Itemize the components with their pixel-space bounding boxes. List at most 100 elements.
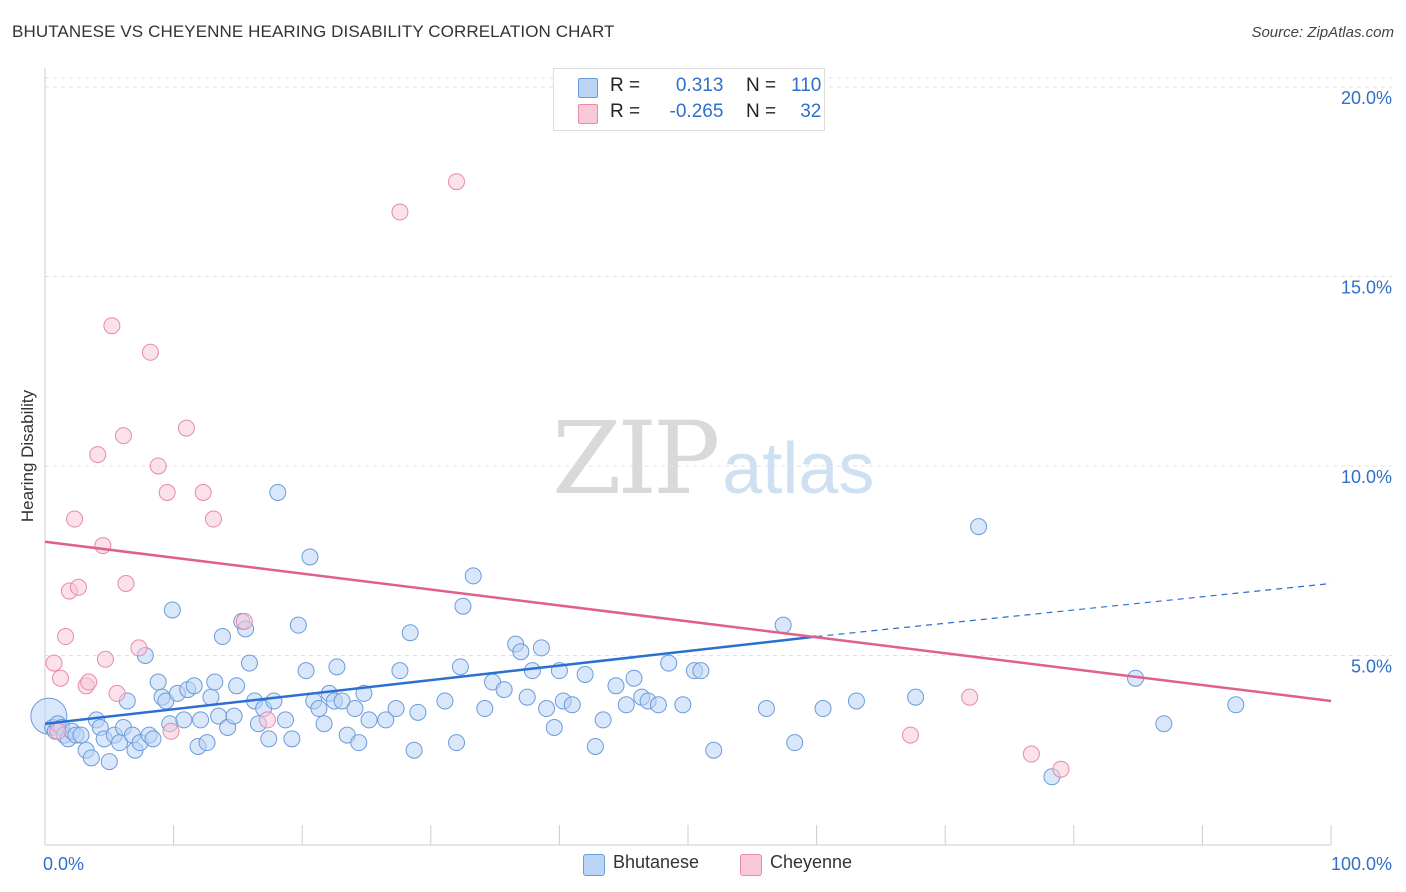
- y-tick-label: 15.0%: [1341, 277, 1392, 297]
- legend-swatch-cheyenne: [578, 104, 598, 124]
- bhutanese-point: [495, 681, 513, 699]
- cheyenne-point: [1052, 760, 1070, 778]
- bhutanese-point: [476, 700, 494, 718]
- series-label-bhutanese: Bhutanese: [613, 852, 700, 872]
- bhutanese-point: [350, 734, 368, 752]
- bhutanese-point: [625, 669, 643, 687]
- bhutanese-point: [532, 639, 550, 657]
- bhutanese-point: [185, 677, 203, 695]
- legend-r-value: 0.313: [675, 75, 724, 96]
- bhutanese-point: [1155, 715, 1173, 733]
- bhutanese-point: [149, 673, 167, 691]
- cheyenne-point: [66, 510, 84, 528]
- cheyenne-point: [258, 711, 276, 729]
- cheyenne-point: [89, 446, 107, 464]
- bhutanese-point: [617, 696, 635, 714]
- bhutanese-point: [276, 711, 294, 729]
- x-tick-label: 100.0%: [1331, 854, 1392, 874]
- cheyenne-point: [130, 639, 148, 657]
- cheyenne-point: [448, 173, 466, 191]
- cheyenne-point: [204, 510, 222, 528]
- y-tick-label: 5.0%: [1351, 656, 1392, 676]
- cheyenne-point: [57, 628, 75, 646]
- bhutanese-point: [518, 688, 536, 706]
- bhutanese-point: [401, 624, 419, 642]
- series-swatch-cheyenne: [740, 854, 762, 876]
- axis-layer: [44, 68, 1332, 846]
- cheyenne-point: [96, 650, 114, 668]
- watermark-zip: ZIP: [552, 400, 720, 517]
- cheyenne-point: [114, 427, 132, 445]
- bhutanese-point: [289, 616, 307, 634]
- legend-r-label: R =: [610, 101, 641, 122]
- cheyenne-point: [108, 684, 126, 702]
- bhutanese-point: [464, 567, 482, 585]
- legend-r-value: -0.265: [669, 101, 724, 122]
- cheyenne-point: [51, 669, 69, 687]
- bhutanese-point: [660, 654, 678, 672]
- bhutanese-point: [260, 730, 278, 748]
- legend-swatch-bhutanese: [578, 78, 598, 98]
- cheyenne-point: [177, 419, 195, 437]
- bhutanese-point: [454, 597, 472, 615]
- cheyenne-point: [162, 722, 180, 740]
- bhutanese-point: [333, 692, 351, 710]
- bhutanese-point: [310, 700, 328, 718]
- legend-n-value: 32: [800, 101, 822, 122]
- y-tick-label: 10.0%: [1341, 467, 1392, 487]
- watermark: ZIPatlas: [552, 400, 874, 517]
- bhutanese-point: [674, 696, 692, 714]
- bhutanese-point: [144, 730, 162, 748]
- bhutanese-point: [448, 734, 466, 752]
- bhutanese-point: [206, 673, 224, 691]
- cheyenne-point: [103, 317, 121, 335]
- bhutanese-point: [213, 628, 231, 646]
- bhutanese-point: [269, 484, 287, 502]
- bhutanese-point: [265, 692, 283, 710]
- cheyenne-point: [45, 654, 63, 672]
- bhutanese-point: [649, 696, 667, 714]
- bhutanese-point: [1227, 696, 1245, 714]
- legend-n-label: N =: [745, 75, 777, 96]
- bhutanese-point: [72, 726, 90, 744]
- bhutanese-point: [377, 711, 395, 729]
- bhutanese-trend-line: [44, 635, 817, 725]
- bhutanese-point: [545, 719, 563, 737]
- cheyenne-point: [1022, 745, 1040, 763]
- bhutanese-point: [576, 665, 594, 683]
- cheyenne-point: [961, 688, 979, 706]
- bhutanese-point: [814, 700, 832, 718]
- y-tick-label: 20.0%: [1341, 88, 1392, 108]
- points-layer: [30, 173, 1245, 786]
- bhutanese-point: [283, 730, 301, 748]
- bhutanese-point: [970, 518, 988, 536]
- bhutanese-point: [240, 654, 258, 672]
- source-credit: Source: ZipAtlas.com: [1251, 24, 1394, 41]
- bhutanese-point: [523, 662, 541, 680]
- cheyenne-point: [80, 673, 98, 691]
- grid-layer: [45, 77, 1392, 656]
- bhutanese-point: [225, 707, 243, 725]
- legend-r-label: R =: [610, 75, 641, 96]
- correlation-legend: R = 0.313 N = 110 R = -0.265 N = 32: [553, 68, 825, 131]
- bhutanese-point: [705, 741, 723, 759]
- legend-n-value: 110: [791, 75, 822, 96]
- cheyenne-point: [158, 484, 176, 502]
- cheyenne-point: [194, 484, 212, 502]
- x-tick-label: 0.0%: [43, 854, 84, 874]
- bhutanese-point: [786, 734, 804, 752]
- legend-n-label: N =: [745, 101, 777, 122]
- bhutanese-point: [391, 662, 409, 680]
- bhutanese-point: [594, 711, 612, 729]
- bhutanese-point: [360, 711, 378, 729]
- series-swatch-bhutanese: [583, 854, 605, 876]
- bhutanese-point: [328, 658, 346, 676]
- legend-stats-bhutanese: R = 0.313 N = 110: [610, 75, 821, 97]
- series-label-cheyenne: Cheyenne: [770, 852, 853, 872]
- cheyenne-point: [141, 343, 159, 361]
- bhutanese-point: [692, 662, 710, 680]
- bhutanese-point: [387, 700, 405, 718]
- bhutanese-point: [538, 700, 556, 718]
- bhutanese-point: [907, 688, 925, 706]
